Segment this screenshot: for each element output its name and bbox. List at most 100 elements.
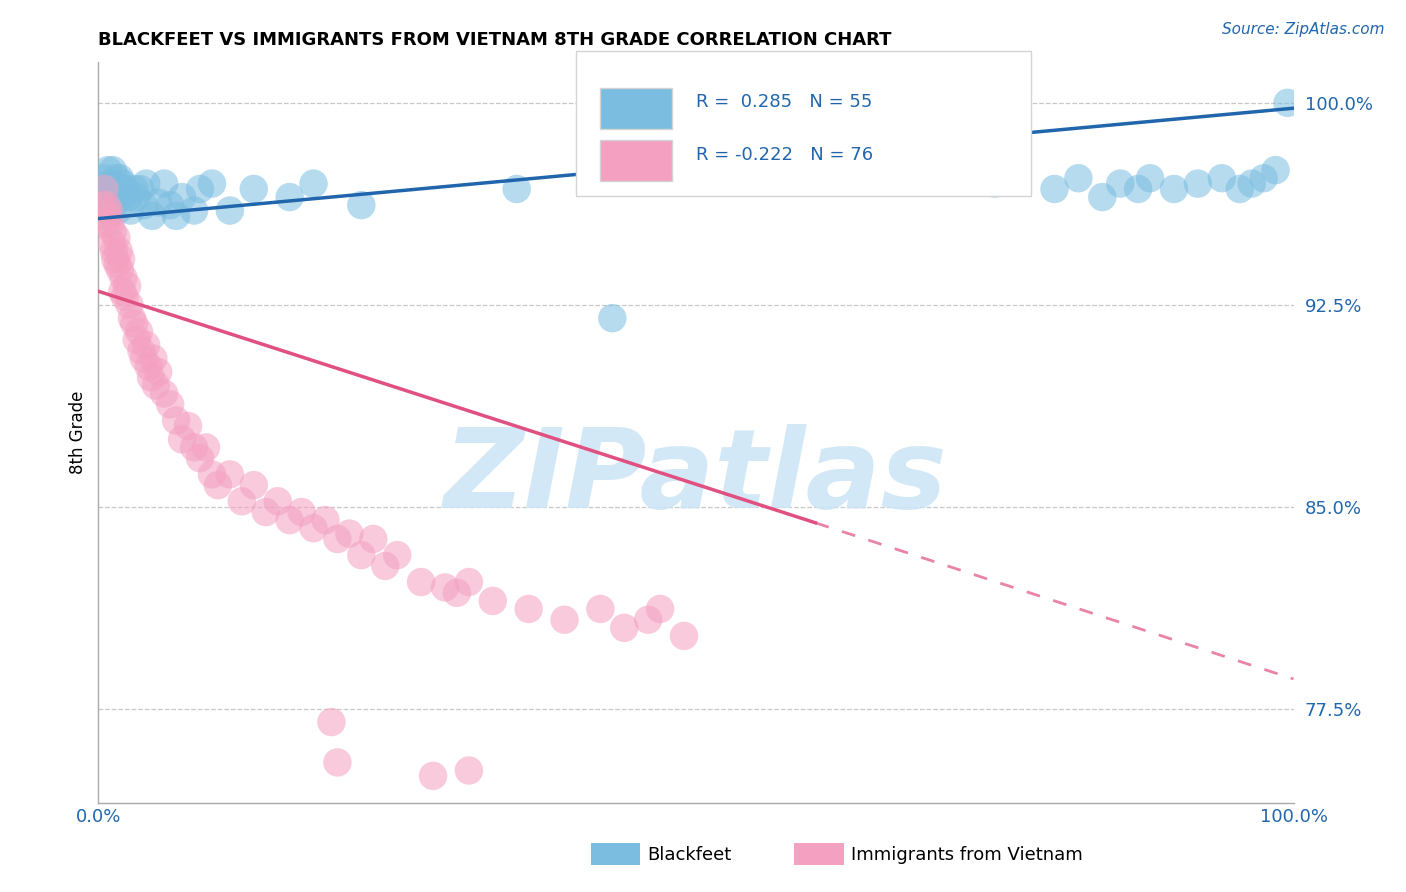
Point — [648, 602, 672, 616]
Point — [673, 629, 696, 643]
Point — [411, 575, 433, 590]
Point — [117, 190, 139, 204]
Point — [1277, 95, 1299, 110]
Point — [153, 177, 176, 191]
Point — [201, 177, 224, 191]
Point — [118, 298, 141, 312]
FancyBboxPatch shape — [576, 52, 1031, 195]
Point — [132, 198, 155, 212]
Point — [291, 505, 314, 519]
Point — [94, 217, 117, 231]
Point — [1187, 177, 1209, 191]
Point — [110, 190, 132, 204]
Point — [481, 594, 505, 608]
Point — [103, 244, 125, 258]
Point — [139, 370, 162, 384]
Point — [93, 171, 115, 186]
Point — [105, 230, 128, 244]
Point — [141, 209, 163, 223]
Point — [135, 338, 157, 352]
Text: R = -0.222   N = 76: R = -0.222 N = 76 — [696, 146, 873, 164]
Point — [254, 505, 277, 519]
Point — [302, 521, 325, 535]
Point — [363, 532, 385, 546]
Point — [321, 714, 343, 729]
FancyBboxPatch shape — [600, 140, 672, 181]
Point — [177, 418, 200, 433]
Point — [554, 613, 576, 627]
Point — [1253, 171, 1275, 186]
Point — [120, 203, 142, 218]
Point — [107, 182, 129, 196]
Point — [98, 190, 121, 204]
Y-axis label: 8th Grade: 8th Grade — [69, 391, 87, 475]
Point — [96, 198, 118, 212]
Point — [219, 467, 242, 482]
Point — [517, 602, 540, 616]
Point — [96, 182, 118, 196]
Point — [201, 467, 224, 482]
Point — [128, 325, 150, 339]
Point — [1043, 182, 1066, 196]
Text: Source: ZipAtlas.com: Source: ZipAtlas.com — [1222, 22, 1385, 37]
Point — [1139, 171, 1161, 186]
Point — [103, 198, 125, 212]
Point — [132, 351, 155, 366]
Point — [385, 548, 409, 562]
Point — [153, 386, 176, 401]
Point — [97, 209, 120, 223]
Point — [434, 581, 457, 595]
Point — [589, 602, 612, 616]
Point — [637, 613, 659, 627]
Point — [326, 532, 349, 546]
Point — [188, 182, 211, 196]
Point — [278, 190, 301, 204]
Point — [506, 182, 529, 196]
Point — [339, 526, 361, 541]
Point — [172, 433, 194, 447]
Point — [243, 182, 266, 196]
Point — [446, 586, 468, 600]
Point — [107, 244, 129, 258]
Point — [243, 478, 266, 492]
Point — [110, 252, 132, 266]
Point — [422, 769, 444, 783]
Point — [374, 558, 396, 573]
Point — [195, 441, 218, 455]
Point — [124, 182, 146, 196]
Point — [1240, 177, 1263, 191]
Point — [207, 478, 229, 492]
Text: R =  0.285   N = 55: R = 0.285 N = 55 — [696, 93, 872, 111]
Point — [1163, 182, 1185, 196]
Point — [1229, 182, 1251, 196]
Point — [458, 575, 481, 590]
Point — [602, 311, 624, 326]
Point — [148, 365, 170, 379]
FancyBboxPatch shape — [600, 88, 672, 129]
Point — [107, 203, 129, 218]
Point — [129, 182, 152, 196]
Point — [98, 217, 122, 231]
Point — [100, 182, 122, 196]
Point — [93, 182, 115, 196]
Point — [350, 548, 373, 562]
Point — [183, 203, 205, 218]
Point — [104, 190, 127, 204]
Point — [97, 163, 120, 178]
Point — [125, 333, 148, 347]
Point — [145, 378, 167, 392]
Point — [350, 198, 373, 212]
Point — [121, 311, 143, 326]
Point — [183, 441, 205, 455]
Point — [115, 279, 138, 293]
Point — [101, 163, 124, 178]
Point — [613, 621, 636, 635]
Point — [172, 190, 194, 204]
Point — [108, 262, 131, 277]
Point — [984, 177, 1007, 191]
Point — [98, 203, 121, 218]
Point — [326, 756, 349, 770]
Point — [302, 177, 325, 191]
Point — [165, 413, 187, 427]
Point — [135, 177, 157, 191]
